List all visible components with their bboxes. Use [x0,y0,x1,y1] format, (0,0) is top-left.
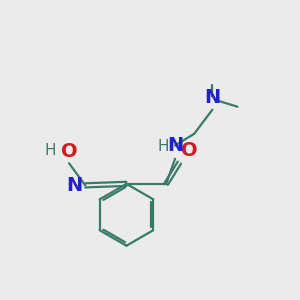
Text: O: O [61,142,77,161]
Text: H: H [44,143,56,158]
Text: N: N [67,176,83,195]
Text: N: N [204,88,220,107]
Text: O: O [181,141,197,160]
Text: N: N [167,136,183,155]
Text: H: H [157,139,169,154]
